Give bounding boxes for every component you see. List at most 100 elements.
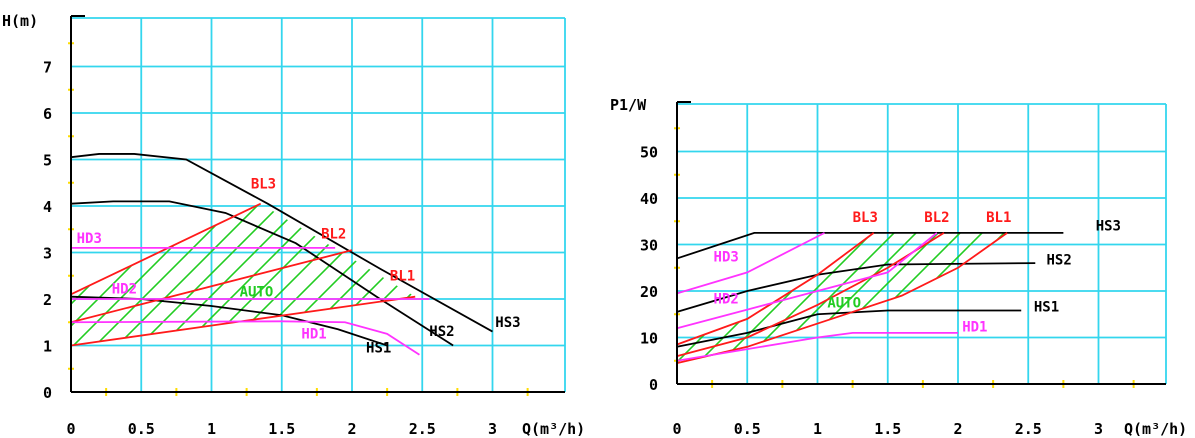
hatch-line (677, 232, 716, 364)
series-hs3-line (676, 231, 1064, 260)
hatch-line (797, 18, 1171, 392)
series-bl1-line (676, 232, 1008, 364)
series-hs1-label: HS1 (1034, 299, 1059, 315)
hatch-line (0, 18, 5, 392)
y-tick-label: 2 (43, 291, 52, 309)
hatch-line (0, 104, 121, 384)
hatch-line (215, 104, 495, 384)
series-hs1-label: HS1 (366, 340, 391, 356)
series-hd2-label: HD2 (112, 281, 137, 297)
x-axis-label: Q(m³/h) (522, 420, 585, 438)
y-tick-label: 20 (640, 283, 658, 301)
y-tick-label: 6 (43, 105, 52, 123)
hatch-line (445, 18, 819, 392)
hatch-line (71, 203, 416, 346)
series-hd3-label: HD3 (77, 231, 102, 247)
hatch-line (929, 18, 1195, 392)
y-tick-label: 0 (649, 376, 658, 394)
hatch-line (0, 18, 49, 392)
hatch-line (819, 18, 1193, 392)
hatch-line (127, 104, 407, 384)
series-bl3-label: BL3 (251, 176, 276, 192)
series-hs2-label: HS2 (429, 324, 454, 340)
hatch-line (1083, 18, 1195, 392)
hatch-line (907, 18, 1195, 392)
hatch-line (92, 203, 416, 346)
series-hd1-label: HD1 (301, 327, 326, 343)
chart-1: HS3 HS2 HS1 BL3 BL2 BL1 HD3 HD2 HD1 AUTO 0 0.5 1 1.5 2… (0, 12, 1195, 438)
x-tick-label: 1 (207, 420, 216, 438)
hatch-line (0, 18, 27, 392)
hatch-line (61, 104, 341, 384)
hatch-line (193, 104, 473, 384)
hatch-line (1061, 18, 1195, 392)
x-tick-label: 1.5 (874, 420, 901, 438)
hatch-line (1127, 18, 1195, 392)
hatch-line (665, 18, 1039, 392)
hatch-line (290, 203, 416, 346)
hatch-line (951, 18, 1195, 392)
y-axis-label: H(m) (2, 12, 38, 30)
x-tick-label: 0.5 (734, 420, 761, 438)
x-tick-label: 0.5 (128, 420, 155, 438)
y-tick-label: 4 (43, 198, 52, 216)
series-hs3-line (70, 153, 493, 333)
x-tick-label: 1 (813, 420, 822, 438)
y-tick-label: 5 (43, 152, 52, 170)
series-hd3-line (676, 232, 825, 295)
hatch-line (709, 18, 1083, 392)
hatch-line (1017, 18, 1195, 392)
hatch-line (71, 203, 204, 346)
series-bl3-label: BL3 (853, 210, 878, 226)
series-bl3-line (70, 202, 262, 296)
y-tick-label: 7 (43, 59, 52, 77)
series-hs3-label: HS3 (1096, 219, 1121, 235)
hatch-line (720, 232, 1002, 364)
series-bl2-line (676, 232, 945, 357)
hatch-line (885, 18, 1195, 392)
x-tick-label: 2.5 (409, 420, 436, 438)
y-axis-label: P1/W (610, 96, 647, 114)
series-bl1-label: BL1 (390, 268, 415, 284)
hatch-line (423, 18, 797, 392)
x-tick-label: 3 (488, 420, 497, 438)
hatch-line (180, 203, 416, 346)
hatch-line (753, 18, 1127, 392)
series-bl2-label: BL2 (924, 210, 949, 226)
y-tick-label: 10 (640, 330, 658, 348)
hatch-line (1039, 18, 1195, 392)
x-tick-label: 0 (672, 420, 681, 438)
series-bl1-label: BL1 (986, 210, 1011, 226)
series-hd3-label: HD3 (714, 250, 739, 266)
y-tick-label: 3 (43, 245, 52, 263)
y-tick-label: 50 (640, 144, 658, 162)
hatch-line (71, 203, 72, 346)
y-tick-label: 40 (640, 190, 658, 208)
hatch-line (841, 18, 1195, 392)
series-bl2-line (70, 249, 353, 324)
hatch-line (71, 203, 402, 346)
hatch-line (391, 104, 671, 384)
y-tick-label: 1 (43, 338, 52, 356)
hatch-line (71, 203, 138, 346)
series-hs2-label: HS2 (1047, 252, 1072, 268)
x-tick-label: 2 (953, 420, 962, 438)
hatch-line (71, 203, 116, 346)
x-tick-label: 0 (66, 420, 75, 438)
hatch-line (577, 18, 951, 392)
hatch-line (533, 18, 907, 392)
series-hd2-line (676, 232, 938, 330)
x-tick-label: 3 (1094, 420, 1103, 438)
hatch-line (1183, 104, 1195, 384)
hatch-line (105, 104, 385, 384)
x-tick-label: 1.5 (268, 420, 295, 438)
series-hs3-label: HS3 (495, 315, 520, 331)
x-tick-label: 2.5 (1015, 420, 1042, 438)
series-hs1-line (676, 309, 1022, 348)
hatch-line (400, 203, 416, 346)
hatch-line (0, 104, 253, 384)
hatch-line (555, 18, 929, 392)
hatch-line (995, 18, 1195, 392)
y-tick-label: 30 (640, 237, 658, 255)
